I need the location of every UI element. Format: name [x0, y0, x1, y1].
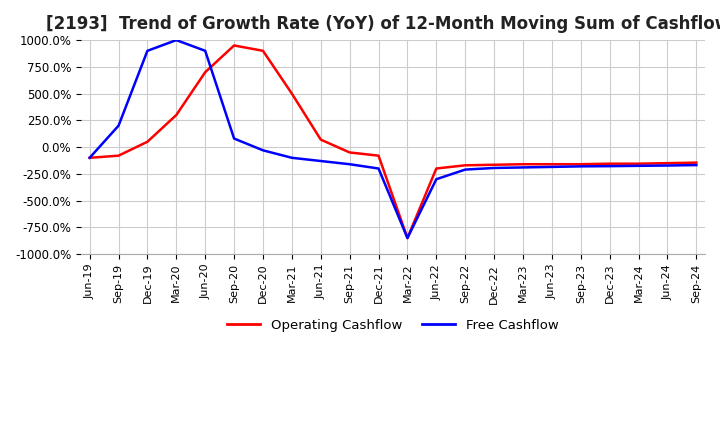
Title: [2193]  Trend of Growth Rate (YoY) of 12-Month Moving Sum of Cashflows: [2193] Trend of Growth Rate (YoY) of 12-… — [46, 15, 720, 33]
Legend: Operating Cashflow, Free Cashflow: Operating Cashflow, Free Cashflow — [222, 314, 564, 337]
